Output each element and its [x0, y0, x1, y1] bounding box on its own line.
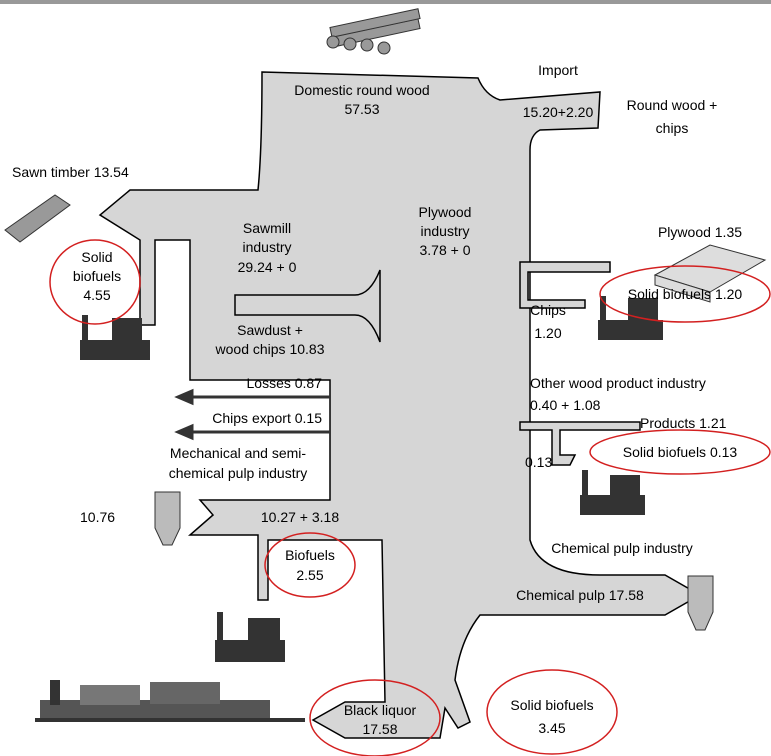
label: Products 1.21 — [640, 415, 727, 431]
label: Solid biofuels 1.20 — [628, 286, 743, 302]
label: 0.13 — [525, 454, 552, 470]
label: Chips — [530, 302, 566, 318]
label: Solid biofuels — [510, 697, 593, 713]
label: 2.55 — [296, 567, 323, 583]
label: Import — [538, 62, 578, 78]
label: 4.55 — [83, 287, 110, 303]
label: wood chips 10.83 — [215, 341, 325, 357]
label: Chemical pulp 17.58 — [516, 587, 644, 603]
label: biofuels — [73, 268, 121, 284]
label: Chemical pulp industry — [551, 540, 693, 556]
label: Other wood product industry — [530, 375, 706, 391]
label: Solid biofuels 0.13 — [623, 444, 738, 460]
label: Mechanical and semi- — [170, 445, 307, 461]
label: 10.27 + 3.18 — [261, 509, 339, 525]
diagram: Domestic round wood 57.53 Import 15.20+2… — [0, 0, 771, 756]
label: 0.40 + 1.08 — [530, 397, 601, 413]
label: chemical pulp industry — [169, 465, 308, 481]
top-bar — [0, 0, 771, 4]
label: Black liquor — [344, 702, 417, 718]
label: industry — [420, 223, 469, 239]
label: 29.24 + 0 — [238, 259, 297, 275]
label: Domestic round wood — [294, 82, 429, 98]
label: 1.20 — [534, 325, 561, 341]
label: industry — [242, 239, 291, 255]
label: Plywood — [419, 204, 472, 220]
label: 10.76 — [80, 509, 115, 525]
label: Biofuels — [285, 547, 335, 563]
timber-icon — [5, 195, 70, 242]
label: 17.58 — [362, 721, 397, 737]
label: 57.53 — [344, 101, 379, 117]
label: Losses 0.87 — [247, 375, 323, 391]
label: Sawdust + — [237, 322, 303, 338]
label: Sawn timber 13.54 — [12, 164, 129, 180]
label: Plywood 1.35 — [658, 224, 742, 240]
label: Sawmill — [243, 220, 291, 236]
label: 3.45 — [538, 720, 565, 736]
label: chips — [656, 120, 689, 136]
label: 3.78 + 0 — [420, 242, 471, 258]
main-flow — [100, 72, 700, 738]
label: Solid — [81, 249, 112, 265]
label: 15.20+2.20 — [523, 104, 594, 120]
label: Chips export 0.15 — [212, 410, 322, 426]
label: Round wood + — [627, 97, 718, 113]
logs-icon — [327, 9, 420, 54]
